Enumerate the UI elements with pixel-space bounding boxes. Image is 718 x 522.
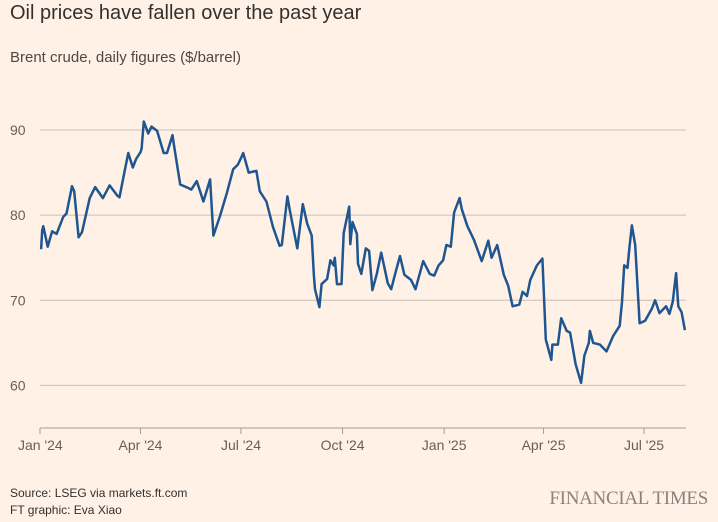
ft-logo: FINANCIAL TIMES	[549, 488, 708, 509]
chart-title: Oil prices have fallen over the past yea…	[10, 2, 362, 24]
credit-text: FT graphic: Eva Xiao	[10, 503, 122, 517]
x-tick-label: Jan '25	[422, 437, 467, 453]
y-tick-label: 60	[10, 377, 26, 393]
chart-subtitle: Brent crude, daily figures ($/barrel)	[10, 49, 241, 66]
y-tick-label: 70	[10, 292, 26, 308]
line-chart: 60 70 80 90 Jan '24 Apr '24 Jul '24 Oct '24 Jan…	[10, 120, 687, 453]
x-tick-label: Jul '25	[624, 437, 664, 453]
x-tick-label: Apr '24	[119, 437, 163, 453]
x-tick-label: Apr '25	[522, 437, 566, 453]
x-tick-label: Oct '24	[321, 437, 365, 453]
y-tick-label: 90	[10, 122, 26, 138]
x-tick-label: Jan '24	[18, 437, 63, 453]
x-tick-label: Jul '24	[221, 437, 261, 453]
source-text: Source: LSEG via markets.ft.com	[10, 486, 188, 500]
y-tick-label: 80	[10, 207, 26, 223]
source-note: Source: LSEG via markets.ft.com FT graph…	[10, 485, 187, 519]
brent-price-line	[39, 120, 687, 385]
